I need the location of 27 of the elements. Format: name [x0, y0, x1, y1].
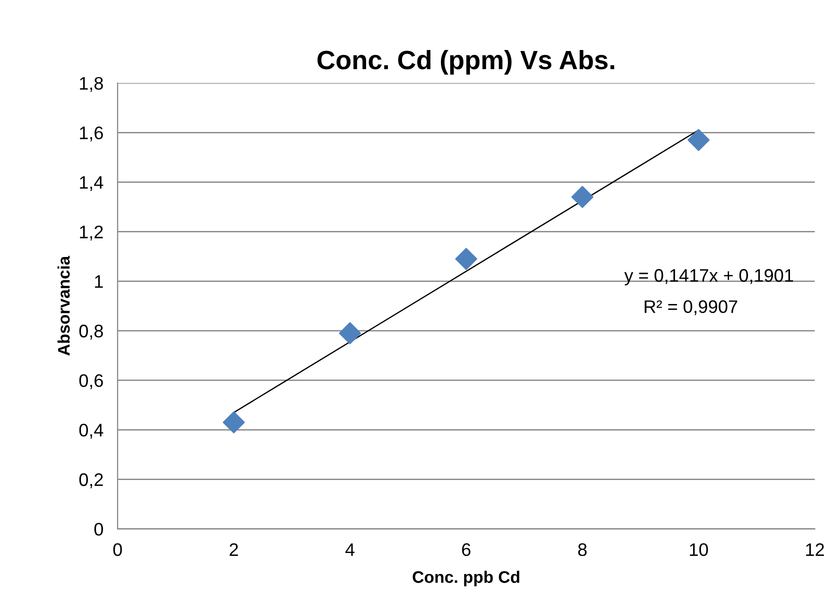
- y-tick-label: 0,6: [79, 374, 103, 390]
- x-tick-label: 12: [806, 543, 824, 556]
- annotation: R² = 0,9907: [644, 300, 738, 316]
- y-tick-label: 0,2: [79, 473, 103, 488]
- y-tick-label: 1,6: [80, 126, 103, 142]
- point: [339, 322, 361, 344]
- y-axis-title: Absorvancia: [58, 256, 70, 356]
- x-tick-label: 10: [690, 543, 708, 556]
- x-axis-title: Conc. ppb Cd: [412, 570, 520, 586]
- x-tick-label: 0: [113, 543, 122, 556]
- point: [571, 186, 594, 208]
- y-tick-label: 0: [94, 522, 104, 536]
- y-tick-label: 1: [95, 275, 103, 288]
- y-tick-label: 1,4: [80, 176, 104, 191]
- point: [222, 411, 245, 434]
- x-tick-label: 2: [230, 543, 238, 556]
- y-tick-label: 0,8: [79, 324, 103, 340]
- point: [688, 129, 710, 151]
- y-tick-label: 1,2: [80, 226, 103, 241]
- x-tick-label: 4: [345, 543, 354, 556]
- y-tick-label: 1,8: [80, 76, 103, 92]
- x-tick-label: 8: [578, 543, 587, 556]
- point: [455, 248, 478, 270]
- y-tick-label: 0,4: [79, 424, 104, 439]
- chart-title: Conc. Cd (ppm) Vs Abs.: [318, 50, 614, 75]
- x-tick-label: 6: [462, 543, 470, 556]
- annotation: y = 0,1417x + 0,1901: [624, 269, 794, 286]
